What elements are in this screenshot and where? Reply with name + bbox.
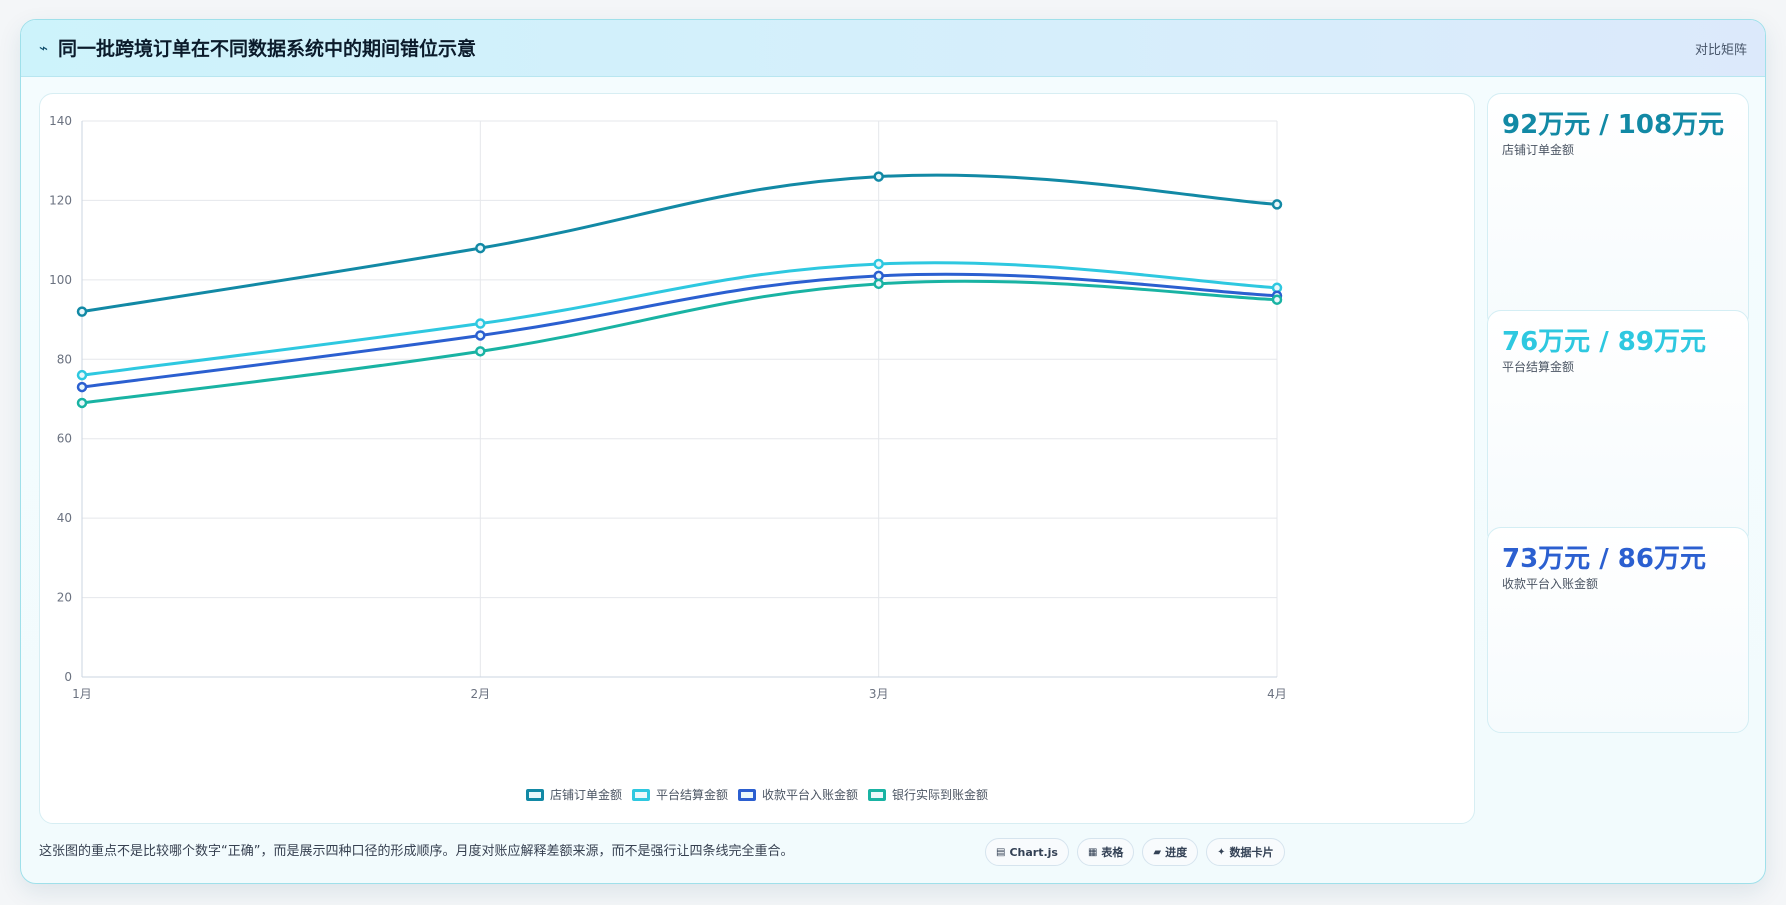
- legend-label: 平台结算金额: [655, 788, 728, 802]
- legend-label: 收款平台入账金额: [762, 788, 859, 802]
- series-line-3: [81, 279, 1278, 405]
- kpi-label: 店铺订单金额: [1502, 143, 1575, 157]
- line-chart-panel: 0 20 40 60 80 100 120 140 1月 2月 3月 4月 店铺订单金额 平台结算金额 收…: [39, 93, 1475, 824]
- data-point[interactable]: [76, 381, 88, 393]
- legend-item[interactable]: 平台结算金额: [631, 786, 728, 803]
- y-tick-label: 140: [49, 114, 72, 128]
- legend-swatch: [631, 788, 650, 801]
- data-point[interactable]: [873, 171, 884, 182]
- kpi-card-platform-settlement: 76万元 / 89万元 平台结算金额: [1487, 310, 1749, 546]
- y-tick-label: 120: [49, 193, 72, 207]
- legend-item[interactable]: 店铺订单金额: [525, 786, 622, 803]
- chip-label: 表格: [1101, 846, 1124, 859]
- chip-label: 数据卡片: [1229, 846, 1274, 859]
- legend-label: 店铺订单金额: [549, 788, 622, 802]
- x-tick-label: 1月: [72, 687, 92, 701]
- legend-item[interactable]: 银行实际到账金额: [868, 786, 988, 803]
- series-line-1: [81, 261, 1278, 377]
- kpi-value: 92万元 / 108万元: [1502, 110, 1725, 140]
- y-tick-label: 60: [57, 432, 72, 446]
- y-tick-label: 20: [57, 591, 72, 605]
- data-point[interactable]: [1271, 199, 1283, 210]
- kpi-card-store-orders: 92万元 / 108万元 店铺订单金额: [1487, 93, 1749, 329]
- data-point[interactable]: [873, 278, 884, 290]
- kpi-card-payment-received: 73万元 / 86万元 收款平台入账金额: [1487, 527, 1749, 733]
- progress-icon: ▰: [1153, 846, 1162, 858]
- title-wrap: ⌁ 同一批跨境订单在不同数据系统中的期间错位示意: [39, 34, 476, 61]
- data-point[interactable]: [475, 318, 486, 329]
- feature-chips: ▤ Chart.js ▦ 表格 ▰ 进度 ✦ 数据卡片: [985, 838, 1285, 866]
- y-tick-label: 80: [57, 352, 72, 366]
- card-header: ⌁ 同一批跨境订单在不同数据系统中的期间错位示意 对比矩阵: [21, 20, 1765, 77]
- header-tag[interactable]: 对比矩阵: [1694, 43, 1747, 58]
- chip-label: Chart.js: [1009, 845, 1058, 859]
- trend-icon: ⌁: [39, 38, 49, 57]
- dashboard-card: ⌁ 同一批跨境订单在不同数据系统中的期间错位示意 对比矩阵 0 20 40 60 80 1…: [20, 19, 1766, 884]
- data-point[interactable]: [1271, 294, 1283, 305]
- data-point[interactable]: [475, 330, 486, 341]
- chip-progress[interactable]: ▰ 进度: [1142, 838, 1199, 866]
- kpi-label: 收款平台入账金额: [1502, 577, 1599, 591]
- chip-table[interactable]: ▦ 表格: [1076, 838, 1135, 866]
- x-tick-label: 2月: [471, 687, 491, 701]
- series-line-2: [81, 272, 1278, 389]
- legend-swatch: [738, 788, 756, 801]
- chip-data-card[interactable]: ✦ 数据卡片: [1206, 838, 1285, 866]
- kpi-value: 76万元 / 89万元: [1502, 327, 1706, 357]
- table-icon: ▦: [1087, 846, 1098, 858]
- kpi-label: 平台结算金额: [1502, 360, 1575, 374]
- legend-label: 银行实际到账金额: [892, 788, 989, 802]
- series-line-0: [81, 173, 1278, 314]
- data-point[interactable]: [76, 306, 88, 317]
- legend-item[interactable]: 收款平台入账金额: [738, 786, 858, 803]
- legend-swatch: [868, 788, 887, 801]
- data-point[interactable]: [475, 242, 486, 254]
- chip-chartjs[interactable]: ▤ Chart.js: [985, 838, 1069, 866]
- chart-legend: 店铺订单金额 平台结算金额 收款平台入账金额 银行实际到账金额: [40, 786, 1474, 803]
- sparkle-icon: ✦: [1217, 846, 1226, 858]
- y-tick-label: 100: [49, 273, 72, 287]
- data-point[interactable]: [873, 258, 884, 270]
- y-tick-label: 0: [64, 670, 72, 684]
- legend-swatch: [525, 788, 544, 801]
- kpi-value: 73万元 / 86万元: [1502, 544, 1706, 574]
- x-tick-label: 3月: [869, 687, 889, 701]
- line-chart: 0 20 40 60 80 100 120 140 1月 2月 3月 4月: [49, 114, 1287, 701]
- data-point[interactable]: [475, 346, 486, 357]
- footer-note: 这张图的重点不是比较哪个数字“正确”，而是展示四种口径的形成顺序。月度对账应解释…: [39, 844, 794, 859]
- chart-icon: ▤: [996, 846, 1006, 858]
- page-title: 同一批跨境订单在不同数据系统中的期间错位示意: [58, 38, 477, 60]
- chip-label: 进度: [1165, 846, 1188, 859]
- y-tick-label: 40: [57, 511, 72, 525]
- data-point[interactable]: [76, 369, 88, 381]
- x-tick-label: 4月: [1267, 687, 1287, 701]
- data-point[interactable]: [76, 397, 88, 409]
